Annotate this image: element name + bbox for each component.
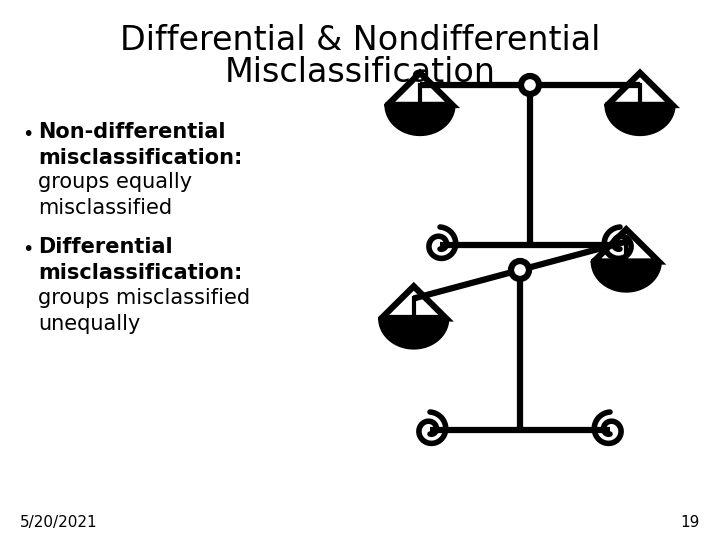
Text: Non-differential
misclassification:: Non-differential misclassification: (38, 122, 243, 168)
Text: 5/20/2021: 5/20/2021 (20, 515, 98, 530)
Circle shape (521, 76, 539, 94)
Text: 19: 19 (680, 515, 700, 530)
Text: groups equally
misclassified: groups equally misclassified (38, 172, 192, 218)
Text: Misclassification: Misclassification (225, 56, 495, 89)
Polygon shape (387, 105, 452, 133)
Text: •: • (22, 125, 33, 144)
Text: •: • (22, 240, 33, 259)
Polygon shape (594, 261, 659, 289)
Text: Differential
misclassification:: Differential misclassification: (38, 237, 243, 284)
Text: groups misclassified
unequally: groups misclassified unequally (38, 288, 250, 334)
Circle shape (511, 261, 529, 279)
Polygon shape (382, 319, 446, 347)
Polygon shape (608, 105, 672, 133)
Text: Differential & Nondifferential: Differential & Nondifferential (120, 24, 600, 57)
